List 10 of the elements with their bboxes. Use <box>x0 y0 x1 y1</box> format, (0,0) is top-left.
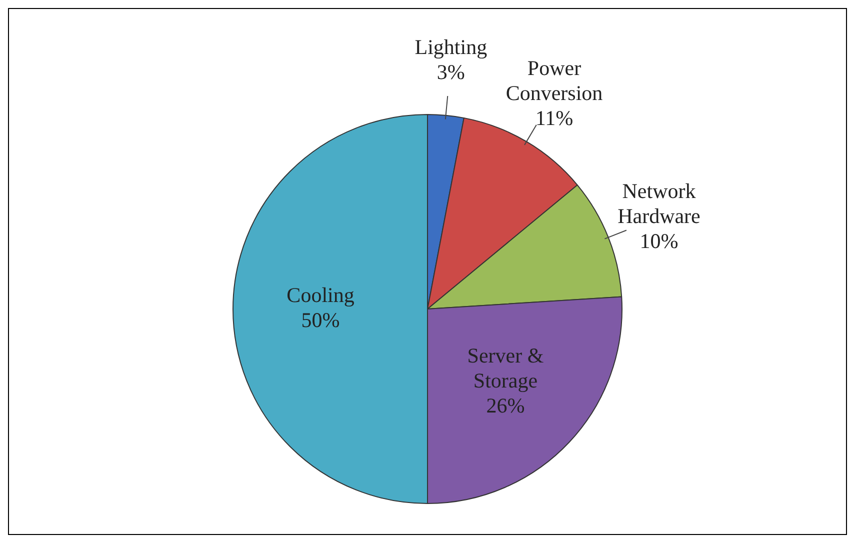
slice-label: Server & Storage <box>467 344 544 393</box>
slice-label: Power Conversion <box>506 56 604 106</box>
slice-label: Cooling <box>286 283 355 308</box>
data-label: 50% <box>301 308 340 332</box>
slice-label: Network Hardware <box>618 178 700 228</box>
data-label: 26% <box>486 394 525 418</box>
data-label: 3% <box>436 60 465 84</box>
data-label: 10% <box>640 228 678 253</box>
data-label: 11% <box>535 106 574 130</box>
slice-label: Lighting <box>414 35 488 60</box>
